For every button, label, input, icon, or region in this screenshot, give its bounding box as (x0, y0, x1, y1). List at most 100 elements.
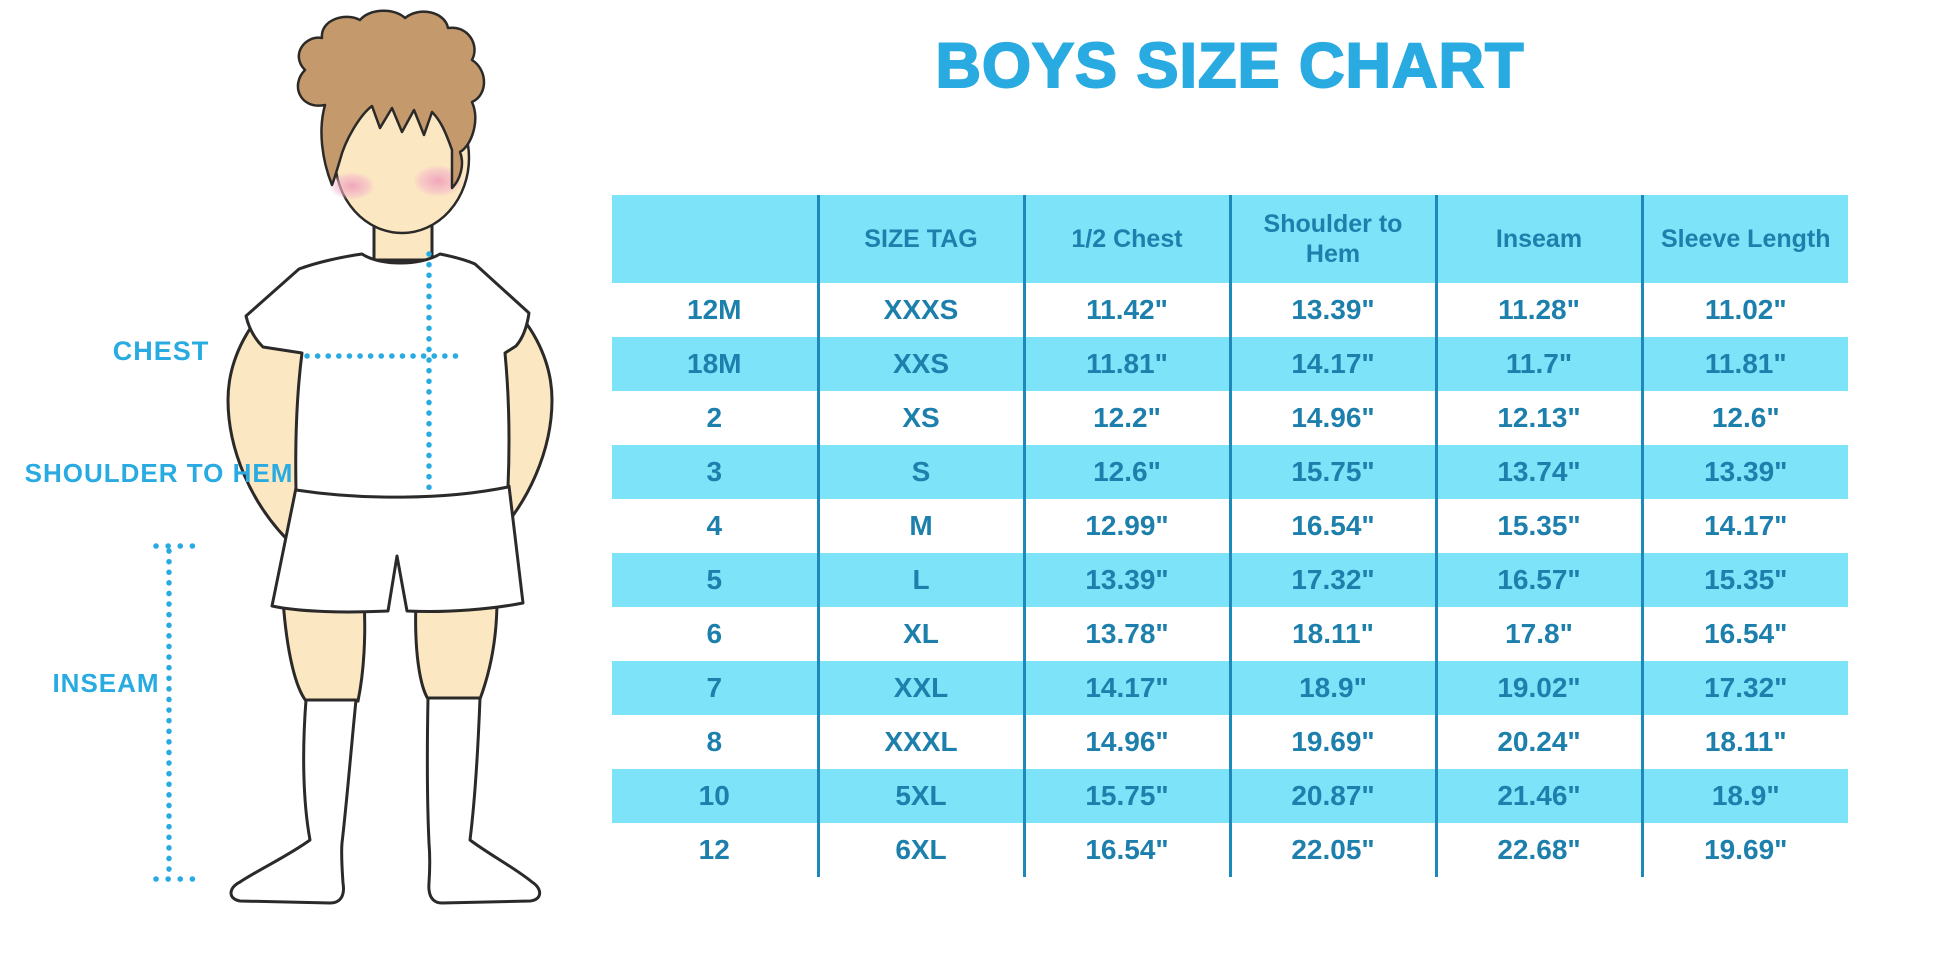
table-cell: XL (816, 607, 1024, 661)
table-cell: 22.68" (1434, 823, 1642, 877)
t-shirt (244, 252, 531, 499)
shoulder-to-hem-label: SHOULDER TO HEM (24, 458, 294, 488)
table-cell: 18.11" (1640, 715, 1848, 769)
table-cell: 14.17" (1640, 499, 1848, 553)
table-cell: 15.35" (1434, 499, 1642, 553)
table-cell: 12M (612, 283, 818, 337)
table-row: 12 6XL 16.54" 22.05" 22.68" 19.69" (612, 823, 1848, 877)
table-cell: 17.32" (1228, 553, 1436, 607)
table-cell: 8 (612, 715, 818, 769)
table-cell: 11.81" (1022, 337, 1230, 391)
table-cell: 14.96" (1022, 715, 1230, 769)
table-cell: M (816, 499, 1024, 553)
table-cell: 15.75" (1022, 769, 1230, 823)
left-sock (229, 698, 358, 905)
table-cell: 13.39" (1022, 553, 1230, 607)
table-cell: 11.02" (1640, 283, 1848, 337)
table-cell: 10 (612, 769, 818, 823)
table-row: 8 XXXL 14.96" 19.69" 20.24" 18.11" (612, 715, 1848, 769)
table-cell: 16.54" (1022, 823, 1230, 877)
boy-illustration: CHEST SHOULDER TO HEM INSEAM (0, 0, 600, 973)
table-cell: 18M (612, 337, 818, 391)
table-cell: XS (816, 391, 1024, 445)
table-cell: S (816, 445, 1024, 499)
table-cell: XXS (816, 337, 1024, 391)
table-cell: 4 (612, 499, 818, 553)
column-header: 1/2 Chest (1022, 195, 1230, 283)
table-cell: 17.32" (1640, 661, 1848, 715)
table-cell: 12.6" (1640, 391, 1848, 445)
right-cheek-blush (413, 165, 463, 197)
column-header: SIZE TAG (816, 195, 1024, 283)
table-cell: XXL (816, 661, 1024, 715)
table-cell: 15.35" (1640, 553, 1848, 607)
table-cell: 7 (612, 661, 818, 715)
table-cell: 22.05" (1228, 823, 1436, 877)
boy-figure-drawing (153, 9, 554, 905)
table-cell: 13.74" (1434, 445, 1642, 499)
table-cell: 13.39" (1640, 445, 1848, 499)
left-leg (281, 598, 367, 703)
table-cell: 16.54" (1228, 499, 1436, 553)
table-cell: 14.17" (1228, 337, 1436, 391)
table-row: 5 L 13.39" 17.32" 16.57" 15.35" (612, 553, 1848, 607)
table-cell: XXXL (816, 715, 1024, 769)
right-leg (414, 598, 499, 701)
table-cell: 2 (612, 391, 818, 445)
table-cell: 16.54" (1640, 607, 1848, 661)
shorts (270, 484, 525, 614)
table-cell: 18.11" (1228, 607, 1436, 661)
table-row: 7 XXL 14.17" 18.9" 19.02" 17.32" (612, 661, 1848, 715)
table-cell: 15.75" (1228, 445, 1436, 499)
table-cell: 20.87" (1228, 769, 1436, 823)
table-row: 12M XXXS 11.42" 13.39" 11.28" 11.02" (612, 283, 1848, 337)
table-cell: 11.42" (1022, 283, 1230, 337)
table-cell: 14.17" (1022, 661, 1230, 715)
table-cell: 19.69" (1228, 715, 1436, 769)
right-sock (425, 696, 542, 905)
size-table-body: 12M XXXS 11.42" 13.39" 11.28" 11.02" 18M XXS 11.… (612, 283, 1848, 877)
table-cell: 17.8" (1434, 607, 1642, 661)
header-row: SIZE TAG 1/2 Chest Shoulder to Hem Inseam Sl… (612, 195, 1848, 283)
table-cell: 6XL (816, 823, 1024, 877)
column-header: Shoulder to Hem (1228, 195, 1436, 283)
size-table-header: SIZE TAG 1/2 Chest Shoulder to Hem Inseam Sl… (612, 195, 1848, 283)
table-row: 3 S 12.6" 15.75" 13.74" 13.39" (612, 445, 1848, 499)
table-cell: 11.28" (1434, 283, 1642, 337)
hair (296, 9, 486, 190)
column-header: Inseam (1434, 195, 1642, 283)
table-cell: 12 (612, 823, 818, 877)
table-cell: L (816, 553, 1024, 607)
table-cell: XXXS (816, 283, 1024, 337)
size-table: SIZE TAG 1/2 Chest Shoulder to Hem Inseam Sl… (612, 195, 1848, 877)
table-cell: 12.6" (1022, 445, 1230, 499)
page-title: BOYS SIZE CHART (934, 30, 1525, 102)
chest-label: CHEST (112, 336, 210, 366)
table-cell: 3 (612, 445, 818, 499)
inseam-label: INSEAM (52, 668, 160, 698)
table-cell: 6 (612, 607, 818, 661)
table-row: 10 5XL 15.75" 20.87" 21.46" 18.9" (612, 769, 1848, 823)
table-cell: 12.13" (1434, 391, 1642, 445)
table-cell: 19.69" (1640, 823, 1848, 877)
table-row: 18M XXS 11.81" 14.17" 11.7" 11.81" (612, 337, 1848, 391)
table-cell: 12.99" (1022, 499, 1230, 553)
table-cell: 5XL (816, 769, 1024, 823)
table-cell: 19.02" (1434, 661, 1642, 715)
table-cell: 11.7" (1434, 337, 1642, 391)
table-cell: 16.57" (1434, 553, 1642, 607)
table-row: 4 M 12.99" 16.54" 15.35" 14.17" (612, 499, 1848, 553)
table-cell: 14.96" (1228, 391, 1436, 445)
table-cell: 18.9" (1640, 769, 1848, 823)
table-cell: 5 (612, 553, 818, 607)
table-row: 2 XS 12.2" 14.96" 12.13" 12.6" (612, 391, 1848, 445)
table-row: 6 XL 13.78" 18.11" 17.8" 16.54" (612, 607, 1848, 661)
table-cell: 13.78" (1022, 607, 1230, 661)
table-cell: 12.2" (1022, 391, 1230, 445)
column-header (612, 195, 818, 283)
column-header: Sleeve Length (1640, 195, 1848, 283)
left-cheek-blush (329, 172, 375, 200)
table-cell: 18.9" (1228, 661, 1436, 715)
table-cell: 11.81" (1640, 337, 1848, 391)
table-cell: 20.24" (1434, 715, 1642, 769)
